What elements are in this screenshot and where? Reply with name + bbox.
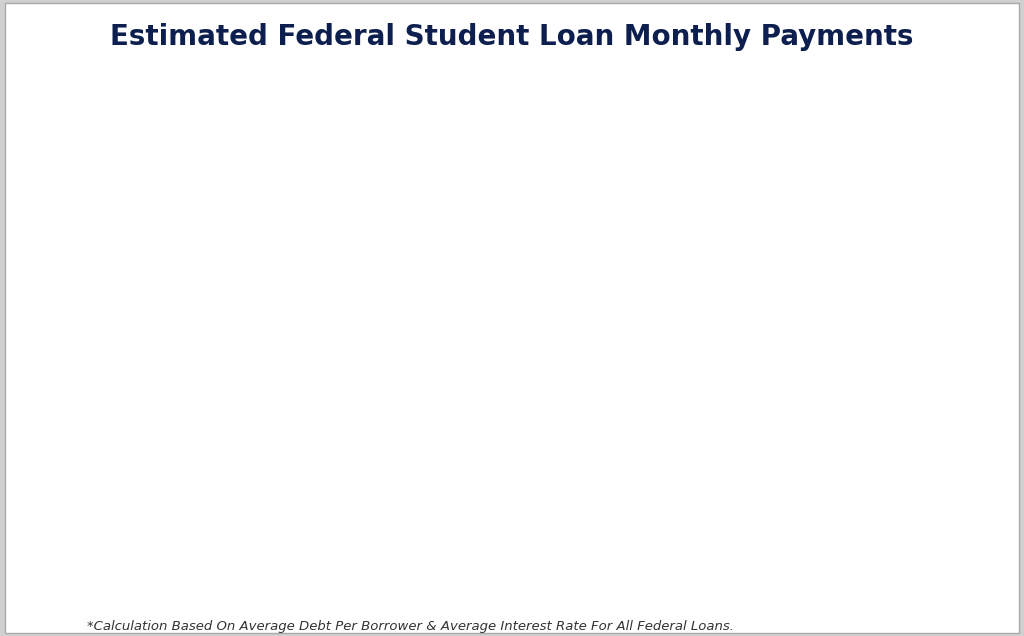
- Bar: [229, 302, 257, 553]
- Bar: [431, 244, 459, 553]
- Text: $292: $292: [425, 223, 464, 237]
- Text: $309: $309: [475, 205, 514, 219]
- Text: $213: $213: [123, 307, 162, 321]
- Bar: [179, 317, 207, 553]
- Bar: [481, 226, 509, 553]
- Text: $237: $237: [224, 282, 262, 296]
- Text: $223: $223: [173, 296, 212, 310]
- Text: $326: $326: [577, 188, 615, 202]
- Bar: [582, 208, 609, 553]
- Bar: [280, 291, 307, 553]
- Text: $342: $342: [627, 170, 666, 184]
- Bar: [330, 275, 357, 553]
- Bar: [934, 148, 962, 553]
- Text: $398: $398: [727, 111, 766, 125]
- Text: $0: $0: [888, 530, 907, 544]
- Bar: [380, 262, 409, 553]
- Bar: [129, 328, 157, 553]
- Bar: [783, 159, 811, 553]
- Text: $247: $247: [274, 271, 313, 285]
- Text: $372: $372: [777, 139, 816, 153]
- Text: *Calculation Based On Average Debt Per Borrower & Average Interest Rate For All : *Calculation Based On Average Debt Per B…: [87, 620, 734, 633]
- Bar: [531, 210, 559, 553]
- Text: $0: $0: [838, 530, 857, 544]
- Text: Estimated Federal Student Loan Monthly Payments: Estimated Federal Student Loan Monthly P…: [111, 23, 913, 51]
- Bar: [632, 191, 659, 553]
- Bar: [733, 132, 761, 553]
- Text: $383: $383: [929, 127, 968, 141]
- Bar: [682, 151, 711, 553]
- Text: $324: $324: [526, 190, 564, 204]
- Text: $263: $263: [325, 254, 364, 268]
- Text: $380: $380: [677, 130, 716, 144]
- Text: $275: $275: [375, 242, 414, 256]
